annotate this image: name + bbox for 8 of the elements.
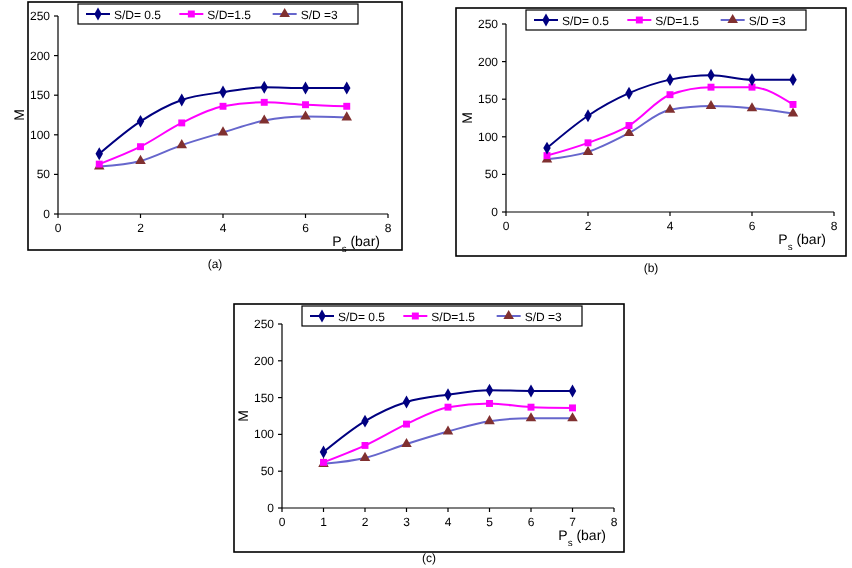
point: [403, 420, 410, 428]
point: [302, 101, 309, 109]
point: [137, 143, 144, 151]
point: [178, 119, 186, 127]
point: [486, 400, 493, 407]
point: [343, 102, 351, 110]
point: [569, 404, 576, 412]
point: [260, 98, 268, 106]
